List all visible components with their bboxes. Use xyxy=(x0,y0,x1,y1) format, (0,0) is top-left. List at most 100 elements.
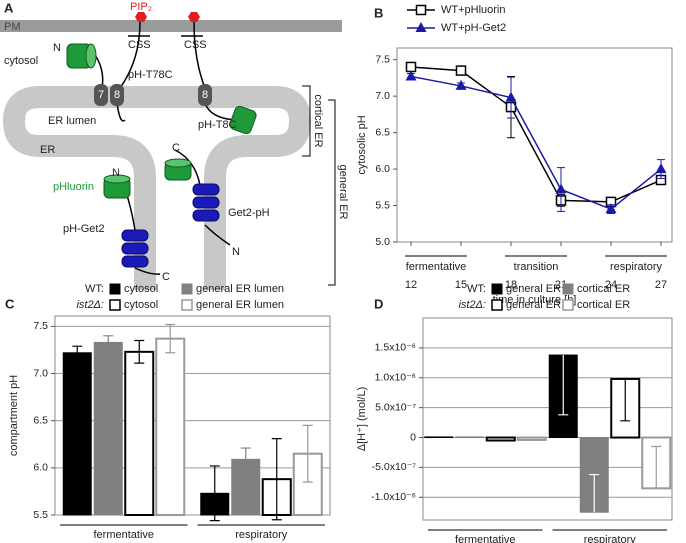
diagram: A PM PIP₂ CSS CSS 7 8 8 cytosol N pH-T78… xyxy=(0,0,349,290)
legend-label: cortical ER xyxy=(577,283,630,295)
bar xyxy=(485,436,516,442)
bar xyxy=(424,436,454,439)
phase-label: fermentative xyxy=(406,261,467,273)
css-label: CSS xyxy=(128,39,151,51)
y-tick-label: 0 xyxy=(410,431,416,443)
x-tick-label: 27 xyxy=(655,279,667,291)
label: N xyxy=(53,42,61,54)
label: general ER xyxy=(337,164,349,219)
y-axis-label: Δ[H⁺] (mol/L) xyxy=(356,387,368,452)
x-tick-label: 24 xyxy=(605,279,617,291)
legend-label: WT+pHluorin xyxy=(441,4,506,16)
plasma-membrane xyxy=(0,20,342,32)
legend-swatch xyxy=(181,299,193,311)
y-tick-label: 6.5 xyxy=(33,414,48,426)
pip2-icon xyxy=(135,12,147,22)
marker xyxy=(405,70,417,81)
x-tick-label: 15 xyxy=(455,279,467,291)
marker xyxy=(655,163,667,174)
error-bar xyxy=(240,447,251,472)
label: ER xyxy=(40,144,55,156)
label: pH-T8C xyxy=(198,119,237,131)
y-tick-label: 5.0 xyxy=(375,236,390,248)
legend-label: cytosol xyxy=(124,283,158,295)
legend-swatch xyxy=(562,283,574,295)
legend-label: general ER xyxy=(506,283,561,295)
marker xyxy=(415,4,427,16)
label: pH-T78C xyxy=(128,69,173,81)
legend-swatch xyxy=(181,283,193,295)
legend-group-label: ist2Δ: xyxy=(76,299,104,311)
plot-frame xyxy=(422,317,673,521)
x-tick-label: fermentative xyxy=(93,529,154,541)
legend-group-label: ist2Δ: xyxy=(458,299,486,311)
x-axis-label: time in culture [h] xyxy=(493,294,577,306)
error-bar xyxy=(558,355,569,416)
x-tick-label: fermentative xyxy=(455,534,516,543)
panel-label: D xyxy=(374,296,383,311)
phase-label: respiratory xyxy=(610,261,662,273)
error-bar xyxy=(589,473,600,513)
bar xyxy=(516,436,547,441)
x-tick-label: 12 xyxy=(405,279,417,291)
series-line xyxy=(410,75,662,211)
y-tick-label: 1.5x10⁻⁶ xyxy=(375,342,416,354)
y-tick-label: 7.5 xyxy=(33,320,48,332)
legend-swatch xyxy=(491,283,503,295)
y-tick-label: -5.0x10⁻⁷ xyxy=(372,461,417,473)
error-bar xyxy=(134,339,145,364)
marker xyxy=(455,65,467,76)
legend-label: general ER xyxy=(506,299,561,311)
get2-helices xyxy=(121,183,220,268)
marker xyxy=(455,79,467,90)
y-tick-label: 5.0x10⁻⁷ xyxy=(375,401,416,413)
legend-group-label: WT: xyxy=(85,283,104,295)
label: pHluorin xyxy=(53,181,94,193)
pm-label: PM xyxy=(4,21,21,33)
y-tick-label: 5.5 xyxy=(33,509,48,521)
marker xyxy=(605,203,617,214)
error-bar xyxy=(302,424,313,483)
panel-label: C xyxy=(5,296,15,311)
label: ER lumen xyxy=(48,115,96,127)
y-axis-label: compartment pH xyxy=(8,375,20,456)
error-bar xyxy=(209,465,220,522)
bar xyxy=(93,341,123,516)
series-line xyxy=(410,66,662,203)
tm-label: 8 xyxy=(202,89,208,101)
y-tick-label: 6.0 xyxy=(33,462,48,474)
er-membrane xyxy=(2,86,312,290)
marker xyxy=(415,22,427,32)
bracket xyxy=(302,85,336,286)
bar xyxy=(455,436,485,439)
label: cortical ER xyxy=(312,94,324,147)
legend-label: cytosol xyxy=(124,299,158,311)
phase-label: transition xyxy=(514,261,559,273)
phluorin-barrels xyxy=(66,43,257,199)
marker xyxy=(505,91,517,102)
pip2-label: PIP₂ xyxy=(130,1,152,13)
y-axis-label: cytosolic pH xyxy=(356,115,368,174)
legend-group-label: WT: xyxy=(467,283,486,295)
y-tick-label: 7.5 xyxy=(375,53,390,65)
label: N xyxy=(232,246,240,258)
label: cytosol xyxy=(4,55,38,67)
error-bar xyxy=(165,323,176,354)
tm-helices xyxy=(94,84,212,106)
label: C xyxy=(172,142,180,154)
marker xyxy=(555,183,567,194)
y-tick-label: 7.0 xyxy=(375,90,390,102)
legend-label: WT+pH-Get2 xyxy=(441,22,506,34)
label: N xyxy=(112,167,120,179)
error-bar xyxy=(271,438,282,521)
panel-label: B xyxy=(374,5,383,20)
bar xyxy=(124,350,155,516)
error-bar xyxy=(103,335,114,350)
error-bar xyxy=(651,445,662,489)
legend-label: general ER lumen xyxy=(196,283,284,295)
x-tick-label: respiratory xyxy=(235,529,287,541)
marker xyxy=(405,61,417,73)
legend-swatch xyxy=(109,283,121,295)
error-bar xyxy=(620,378,631,422)
